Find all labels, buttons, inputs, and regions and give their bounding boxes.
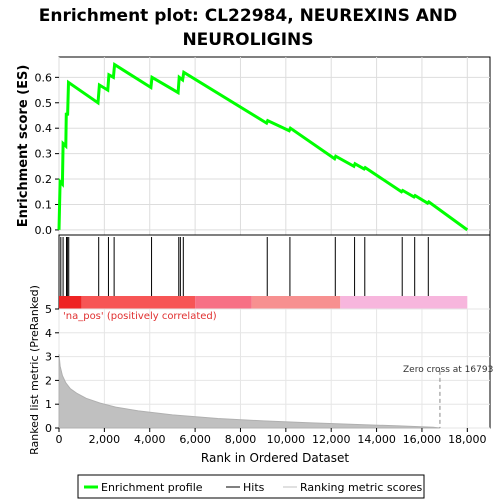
rank-bar-segment xyxy=(340,296,468,309)
es-y-tick-label: 0.1 xyxy=(35,198,53,211)
x-tick-label: 12,000 xyxy=(312,433,351,446)
metric-y-tick-label: 2 xyxy=(45,374,52,387)
rank-bar-segment xyxy=(195,296,252,309)
x-tick-label: 18,000 xyxy=(448,433,487,446)
x-tick-label: 10,000 xyxy=(267,433,306,446)
metric-y-tick-label: 4 xyxy=(45,327,52,340)
x-tick-label: 2,000 xyxy=(89,433,121,446)
metric-y-tick-label: 0 xyxy=(45,422,52,435)
legend-label-enrichment: Enrichment profile xyxy=(101,481,203,494)
rank-bar-segment xyxy=(251,296,341,309)
x-tick-label: 14,000 xyxy=(357,433,396,446)
x-tick-label: 0 xyxy=(56,433,63,446)
metric-y-tick-label: 5 xyxy=(45,303,52,316)
chart-title-line-1: Enrichment plot: CL22984, NEUREXINS AND xyxy=(39,6,458,26)
legend-label-hits: Hits xyxy=(243,481,265,494)
pos-annotation: 'na_pos' (positively correlated) xyxy=(63,311,217,322)
es-y-tick-label: 0.5 xyxy=(35,97,53,110)
x-tick-label: 16,000 xyxy=(403,433,442,446)
metric-area xyxy=(58,354,440,429)
metric-panel: 0 1 2 3 4 5 0 2,000 4,000 6,000 8,000 10,000 12,000… xyxy=(45,303,491,446)
metric-y-tick-label: 3 xyxy=(45,351,52,364)
rank-bar-segment xyxy=(59,296,82,309)
legend-label-metric: Ranking metric scores xyxy=(300,481,422,494)
zero-cross-annotation: Zero cross at 16793 xyxy=(403,365,493,375)
es-y-tick-label: 0.2 xyxy=(35,173,53,186)
es-y-tick-label: 0.6 xyxy=(35,71,53,84)
chart-title-line-2: NEUROLIGINS xyxy=(182,30,313,50)
metric-y-axis-label: Ranked list metric (PreRanked) xyxy=(28,285,41,455)
rank-bar-segment xyxy=(81,296,196,309)
es-y-tick-label: 0.4 xyxy=(35,122,53,135)
es-y-tick-label: 0.0 xyxy=(35,224,53,237)
x-tick-label: 8,000 xyxy=(225,433,257,446)
legend-frame xyxy=(77,474,425,499)
legend: Enrichment profile Hits Ranking metric s… xyxy=(77,474,425,499)
es-y-tick-label: 0.3 xyxy=(35,148,53,161)
es-y-axis-label: Enrichment score (ES) xyxy=(16,65,31,228)
x-tick-label: 4,000 xyxy=(134,433,166,446)
hits-panel xyxy=(58,234,491,310)
es-panel: 0.0 0.1 0.2 0.3 0.4 0.5 0.6 xyxy=(35,56,491,237)
x-axis-label: Rank in Ordered Dataset xyxy=(201,451,349,465)
metric-panel-frame xyxy=(58,308,491,429)
es-series-line xyxy=(57,62,469,232)
es-panel-frame xyxy=(58,56,491,236)
x-tick-label: 6,000 xyxy=(179,433,211,446)
metric-y-tick-label: 1 xyxy=(45,398,52,411)
